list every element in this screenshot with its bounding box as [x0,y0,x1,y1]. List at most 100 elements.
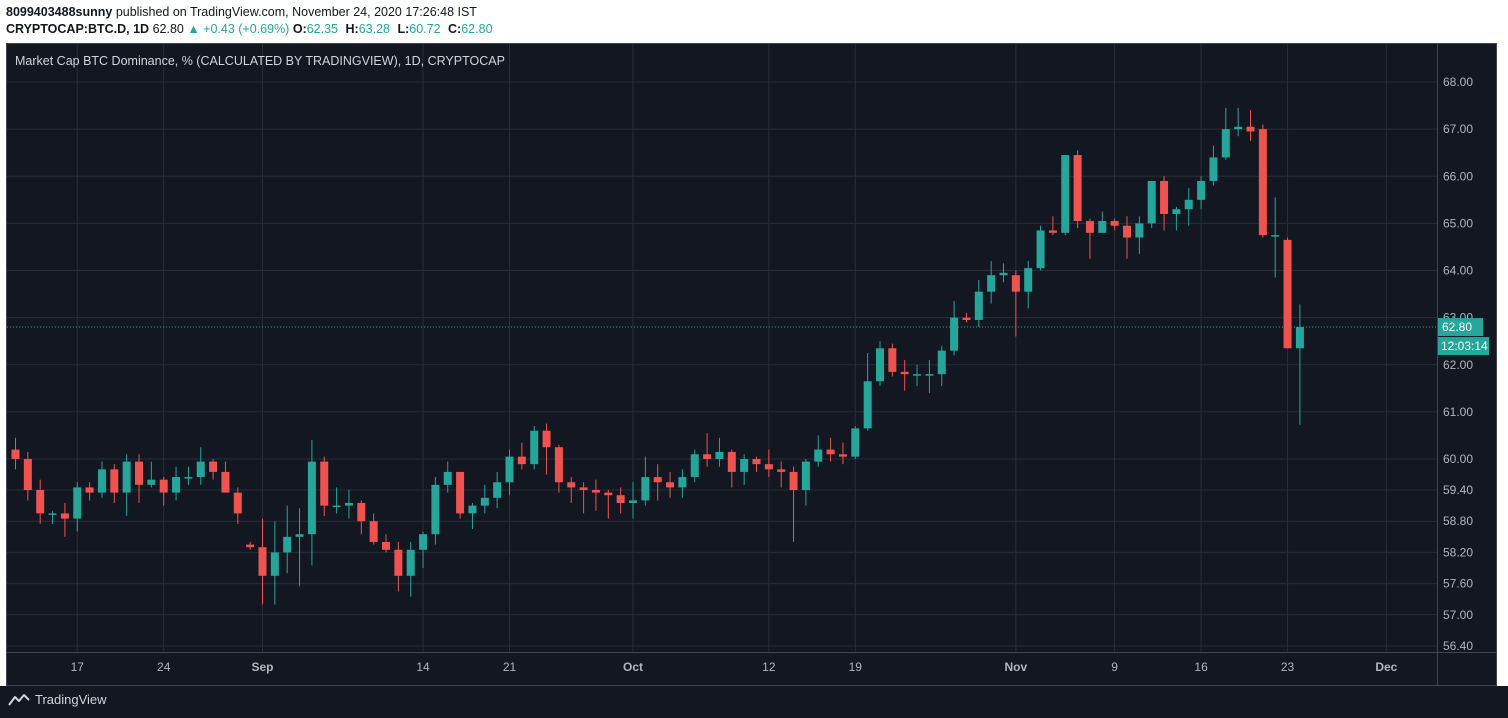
candle-body [344,503,353,506]
candle-body [221,471,230,493]
candle-body [270,552,279,576]
low-value: 60.72 [409,22,441,36]
candle-body [122,461,131,493]
candle-body [1283,239,1292,349]
candle-body [1258,129,1267,236]
x-tick-label: Nov [1005,660,1028,674]
candle-body [209,461,218,472]
candle-body [1061,155,1070,233]
candle-body [23,459,32,490]
candle-body [1197,180,1206,200]
candle-body [1184,199,1193,210]
candle-body [1209,157,1218,181]
tradingview-logo[interactable]: TradingView [8,692,107,707]
candle-body [159,479,168,493]
candle-body [1011,275,1020,292]
y-tick-label: 61.00 [1443,405,1473,419]
candle-body [641,477,650,501]
y-tick-label: 57.60 [1443,577,1473,591]
open-value: 62.35 [306,22,338,36]
candle-body [962,317,971,320]
candle-body [1234,126,1243,130]
candle-body [530,430,539,465]
candle-body [73,487,82,519]
candle-body [1271,235,1280,237]
y-tick-label: 59.40 [1443,483,1473,497]
candle-body [332,505,341,508]
candle-body [1085,221,1094,233]
candle-body [517,456,526,465]
publish-info: 8099403488sunny published on TradingView… [6,5,477,19]
x-tick-label: 19 [849,660,863,674]
candle-body [703,454,712,459]
candle-body [480,497,489,506]
candle-body [468,505,477,514]
candle-body [406,549,415,576]
x-tick-label: Oct [623,660,643,674]
last-price-tag [1438,318,1483,337]
candle-body [233,492,242,514]
candle-body [11,449,20,459]
y-tick-label: 56.40 [1443,639,1473,653]
candle-body [888,348,897,372]
open-label: O: [292,22,307,36]
candle-body [357,503,366,522]
candle-body [48,513,57,515]
candle-body [554,447,563,483]
candle-body [196,461,205,478]
x-tick-label: 23 [1281,660,1295,674]
y-tick-label: 58.80 [1443,514,1473,528]
candle-body [382,542,390,550]
ohlc-legend: CRYPTOCAP:BTC.D, 1D 62.80 ▲ +0.43 (+0.69… [6,22,497,36]
candle-body [147,479,156,485]
candle-body [690,454,699,478]
candle-body [604,492,613,496]
candle-body [863,381,872,429]
candle-body [295,534,304,537]
candlestick-chart[interactable]: 17 24 Sep 14 21 Oct 12 19 Nov 9 16 23 Dec 68.00 67.00 6… [7,44,1496,685]
candle-body [456,471,465,514]
candle-body [752,459,761,465]
candle-body [1110,221,1119,226]
y-tick-label: 65.00 [1443,216,1473,230]
chart-panel[interactable]: 17 24 Sep 14 21 Oct 12 19 Nov 9 16 23 Dec 68.00 67.00 6… [6,43,1497,686]
candle-body [727,451,736,472]
x-tick-label: 16 [1194,660,1208,674]
candle-body [443,471,452,485]
last-price: 62.80 [152,22,184,36]
candle-body [801,461,810,490]
x-tick-label: 14 [416,660,430,674]
candle-body [246,544,255,548]
candle-body [1048,230,1057,233]
high-label: H: [345,22,359,36]
last-price-label: 62.80 [1442,320,1472,334]
x-tick-label: 21 [503,660,517,674]
candle-body [36,490,45,514]
candle-body [653,477,662,483]
candle-body [1295,327,1304,349]
candle-body [1160,180,1169,214]
countdown-tag [1438,337,1489,356]
candle-body [1123,225,1131,238]
candle-body [629,500,637,503]
candle-body [85,487,94,493]
brand-label: TradingView [35,692,107,707]
author-name[interactable]: 8099403488sunny [6,5,113,19]
candle-body [987,275,996,292]
candle-body [110,469,119,493]
candle-body [777,469,786,472]
candle-body [900,371,909,375]
candle-body [838,454,847,457]
candle-body [1147,180,1156,224]
candle-body [591,490,600,493]
candle-body [999,272,1008,276]
candle-body [542,430,551,448]
candle-body [135,461,143,485]
candle-body [567,482,576,488]
x-tick-label: Dec [1375,660,1397,674]
tradingview-icon [8,693,30,706]
y-tick-label: 57.00 [1443,608,1473,622]
candle-body [369,521,378,542]
y-tick-label: 58.20 [1443,545,1473,559]
candle-body [579,487,588,490]
